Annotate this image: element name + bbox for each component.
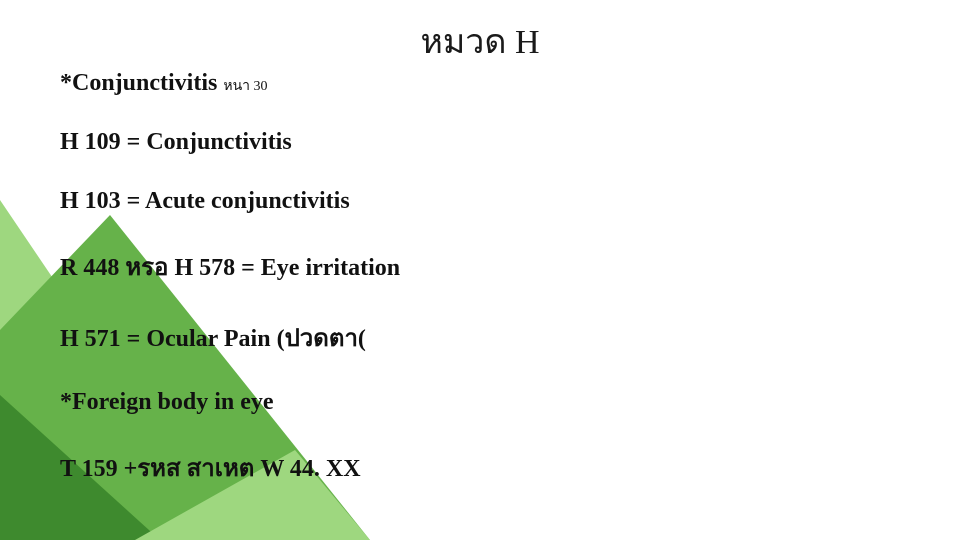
body-line-6: T 159 +รหส สาเหต W 44. XX <box>60 448 900 487</box>
body-line-2: H 103 = Acute conjunctivitis <box>60 188 900 215</box>
body-line-1: H 109 = Conjunctivitis <box>60 129 900 156</box>
body-line-0-small: หนา 30 <box>223 79 267 94</box>
body-line-3-text: R 448 หรอ H 578 = Eye irritation <box>60 255 400 281</box>
body-line-3: R 448 หรอ H 578 = Eye irritation <box>60 247 900 286</box>
body-line-2-text: H 103 = Acute conjunctivitis <box>60 188 350 214</box>
body-line-1-text: H 109 = Conjunctivitis <box>60 129 292 155</box>
body-line-5: *Foreign body in eye <box>60 389 900 416</box>
slide-title: หมวด H <box>0 14 960 68</box>
body-line-5-text: *Foreign body in eye <box>60 389 274 415</box>
body-line-6-text: T 159 +รหส สาเหต W 44. XX <box>60 456 361 482</box>
body-line-0-main: *Conjunctivitis <box>60 70 223 96</box>
slide-body: *Conjunctivitis หนา 30 H 109 = Conjuncti… <box>60 70 900 519</box>
body-line-0: *Conjunctivitis หนา 30 <box>60 70 900 97</box>
body-line-4-text: H 571 = Ocular Pain (ปวดตา( <box>60 326 366 352</box>
slide: หมวด H *Conjunctivitis หนา 30 H 109 = Co… <box>0 0 960 540</box>
body-line-4: H 571 = Ocular Pain (ปวดตา( <box>60 318 900 357</box>
